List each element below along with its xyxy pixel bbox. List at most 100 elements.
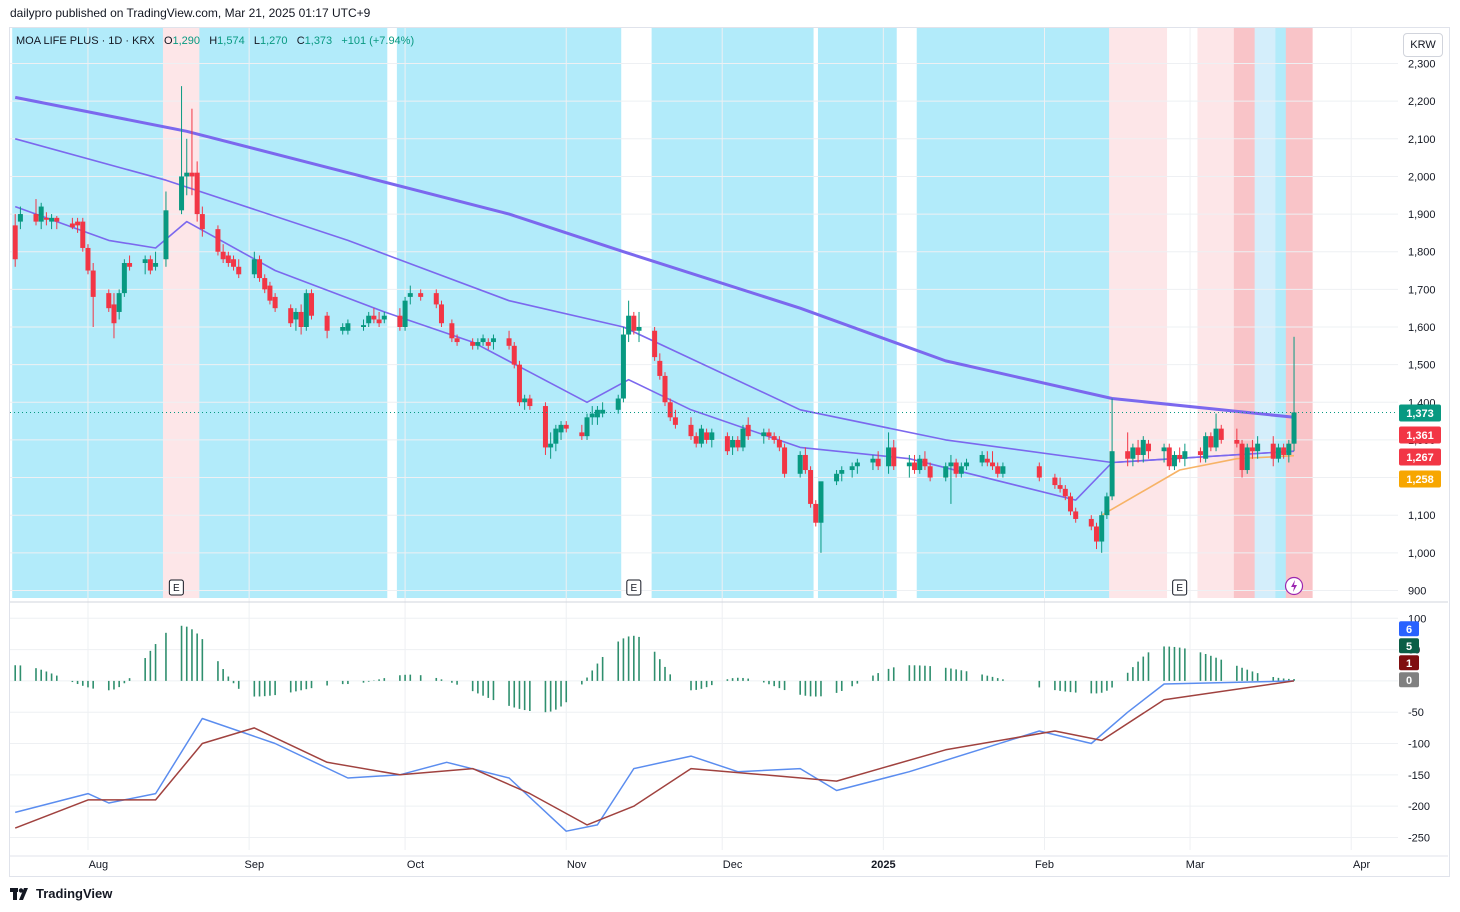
time-axis-tick: Apr [1353,859,1370,871]
candle-body [85,247,91,271]
time-axis-tick: Sep [245,859,265,871]
candle-body [579,432,585,437]
candle-body [631,315,637,331]
price-tag-label: 1,373 [1406,408,1434,420]
candle-body [75,221,81,226]
oscillator-line-signal [14,680,1295,829]
candle-body [990,462,996,467]
time-axis-tick: Nov [567,859,587,871]
candle-body [449,323,455,339]
time-axis-tick: Mar [1186,859,1205,871]
ma-line-ma-long [14,95,1295,419]
candle-body [433,293,439,305]
candle-body [199,214,205,230]
candle-body [262,278,268,290]
symbol-legend: MOA LIFE PLUS · 1D · KRX O1,290 H1,574 L… [16,35,414,47]
candle-body [1197,451,1203,455]
ma-line-ema [1101,454,1295,516]
oscillator-value-tag-label: 5 [1406,641,1412,653]
candle-body [594,409,600,418]
price-axis-tick: 1,500 [1408,360,1436,372]
candle-body [309,293,315,316]
candle-body [1125,451,1131,459]
candle-body [225,255,231,264]
price-tag-label: 1,258 [1406,474,1434,486]
candle-body [563,424,569,429]
earnings-marker-label: E [630,583,637,594]
candle-body [927,466,933,478]
candle-body [688,424,694,437]
candle-body [802,454,808,471]
oscillator-value-tag [1399,638,1419,654]
oscillator-value-tag-label: 0 [1406,675,1412,687]
candle-body [127,263,133,267]
candle-body [979,454,985,463]
candle-body [917,458,923,471]
currency-button[interactable]: KRW [1403,33,1443,57]
price-tag [1399,404,1441,422]
candle-body [267,285,273,301]
price-tag-label: 1,267 [1406,452,1434,464]
candle-body [485,342,491,346]
oscillator-value-tag-label: 1 [1406,658,1412,670]
candle-body [303,293,309,327]
candle-body [1203,436,1209,459]
candle-body [724,436,730,452]
candle-body [849,466,855,471]
price-tag [1399,426,1441,444]
candle-body [324,315,330,331]
candle-body [189,172,195,177]
candle-body [340,327,346,331]
candle-body [163,210,169,260]
candle-body [745,424,751,437]
candle-body [964,462,970,467]
candle-body [407,293,413,297]
candle-body [345,323,351,331]
candle-body [1109,451,1115,497]
candle-body [1208,436,1214,448]
candle-body [251,259,257,275]
candle-body [709,432,715,440]
background-band [1275,28,1287,598]
candle-body [818,481,824,523]
candle-body [1088,518,1094,527]
candle-body [600,409,606,414]
legend-close: 1,373 [304,35,333,47]
candle-body [615,398,621,410]
oscillator-value-tag-label: 6 [1406,624,1412,636]
candle-body [49,217,55,222]
candle-body [542,406,548,448]
earnings-marker [1172,579,1188,596]
price-axis-tick: 900 [1408,585,1426,597]
price-tag [1399,470,1441,488]
candle-body [776,439,782,448]
candle-body [672,417,678,425]
candle-body [984,458,990,463]
oscillator-line-macd [15,680,1295,832]
candle-body [418,293,424,297]
oscillator-value-tag [1399,672,1419,688]
candle-body [953,462,959,474]
candle-body [1291,412,1297,444]
candle-body [1145,443,1151,452]
legend-low: 1,270 [259,35,288,47]
candle-body [194,172,200,215]
candle-body [1270,443,1276,459]
candle-body [522,398,528,403]
candle-body [231,259,237,267]
oscillator-axis-tick: -150 [1408,770,1430,782]
background-band [916,28,1110,598]
candle-body [958,466,964,474]
price-axis-tick: 1,100 [1408,510,1436,522]
candle-body [454,338,460,343]
candle-body [662,375,668,403]
chart-frame [9,27,1450,877]
candle-body [912,462,918,471]
candle-body [12,225,18,260]
legend-high: 1,574 [217,35,245,47]
candle-body [834,473,840,482]
candle-body [1062,488,1068,497]
candle-body [381,315,387,320]
candle-body [69,223,75,228]
